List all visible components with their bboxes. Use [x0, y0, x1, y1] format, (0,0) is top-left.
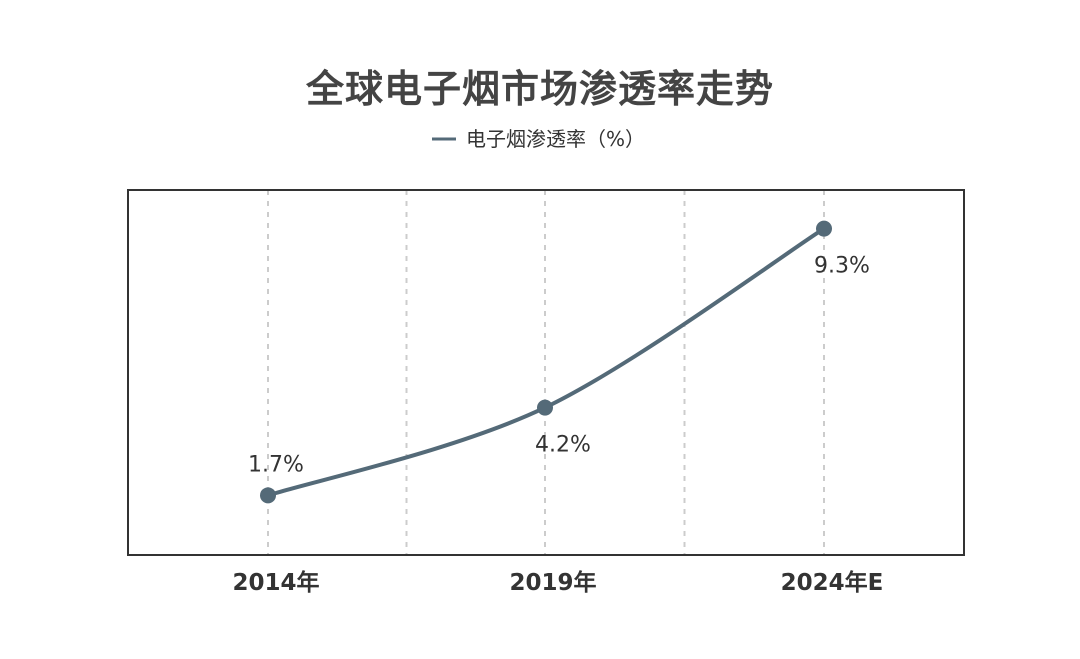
- x-tick-label: 2024年E: [781, 569, 884, 596]
- x-tick-label: 2014年: [232, 569, 319, 596]
- data-points: [260, 220, 832, 504]
- x-axis-ticks: 2014年 2019年 2024年E: [232, 569, 883, 596]
- x-tick-label: 2019年: [509, 569, 596, 596]
- data-label: 9.3%: [814, 254, 870, 279]
- chart-title: 全球电子烟市场渗透率走势: [305, 67, 774, 111]
- legend-label: 电子烟渗透率（%）: [466, 127, 645, 151]
- data-labels: 1.7% 4.2% 9.3%: [248, 254, 870, 478]
- data-label: 1.7%: [248, 452, 304, 477]
- plot-frame: [127, 189, 965, 556]
- legend: 电子烟渗透率（%）: [432, 127, 645, 151]
- data-point: [537, 399, 553, 416]
- data-point: [816, 220, 832, 237]
- data-point: [260, 487, 276, 504]
- grid: [267, 190, 825, 555]
- data-label: 4.2%: [535, 433, 591, 458]
